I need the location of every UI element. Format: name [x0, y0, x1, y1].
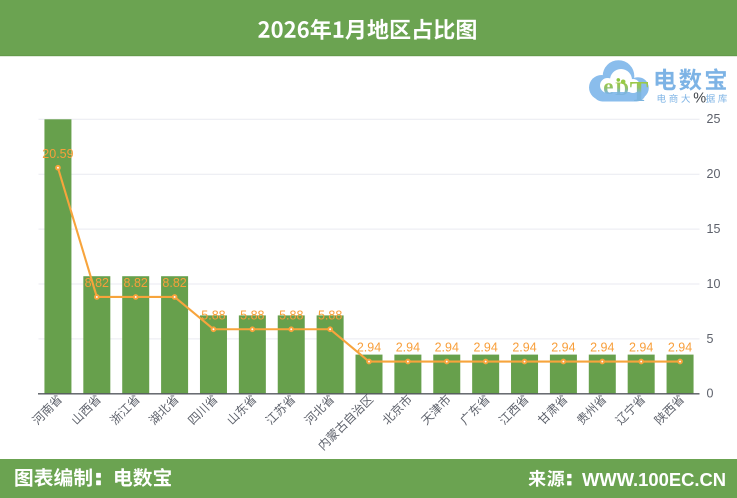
svg-text:8.82: 8.82 [85, 276, 109, 290]
svg-text:e: e [603, 74, 613, 99]
svg-text:2.94: 2.94 [629, 341, 653, 355]
svg-text:10: 10 [707, 277, 721, 291]
svg-text:15: 15 [707, 222, 721, 236]
svg-text:2.94: 2.94 [396, 341, 420, 355]
svg-text:%: % [693, 91, 706, 107]
svg-text:20.59: 20.59 [42, 147, 73, 161]
svg-text:2.94: 2.94 [551, 341, 575, 355]
svg-text:8.82: 8.82 [124, 276, 148, 290]
svg-text:5.88: 5.88 [318, 308, 342, 322]
svg-text:2.94: 2.94 [435, 341, 459, 355]
svg-text:5.88: 5.88 [279, 308, 303, 322]
svg-text:T: T [630, 77, 649, 108]
svg-text:2.94: 2.94 [473, 341, 497, 355]
svg-text:2.94: 2.94 [668, 341, 692, 355]
svg-text:2.94: 2.94 [512, 341, 536, 355]
svg-text:5.88: 5.88 [201, 308, 225, 322]
svg-text:WWW.100EC.CN: WWW.100EC.CN [582, 469, 726, 490]
svg-text:2.94: 2.94 [357, 341, 381, 355]
svg-text:5: 5 [707, 332, 714, 346]
svg-text:D: D [615, 79, 629, 100]
svg-text:0: 0 [707, 387, 714, 401]
svg-text:5.88: 5.88 [240, 308, 264, 322]
svg-text:2.94: 2.94 [590, 341, 614, 355]
svg-text:20: 20 [707, 167, 721, 181]
svg-text:25: 25 [707, 112, 721, 126]
svg-text:8.82: 8.82 [162, 276, 186, 290]
